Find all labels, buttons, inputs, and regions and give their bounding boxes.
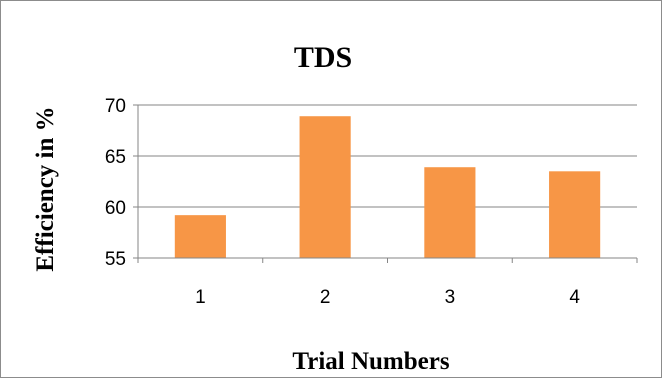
y-tick-label: 60	[105, 198, 126, 219]
x-tick-label: 1	[195, 287, 206, 308]
y-tick-label: 65	[105, 147, 126, 168]
bar-3	[424, 167, 476, 258]
axes	[133, 104, 638, 263]
x-axis-title: Trial Numbers	[292, 348, 449, 375]
y-tick-label: 55	[105, 249, 126, 270]
x-tick-label: 4	[569, 287, 580, 308]
y-tick-label: 70	[105, 96, 126, 117]
bars	[174, 116, 601, 258]
x-tick-label: 2	[320, 287, 331, 308]
x-tick-label: 3	[445, 287, 456, 308]
x-tick-labels: 1 2 3 4	[195, 287, 580, 308]
y-tick-labels: 55 60 65 70	[105, 96, 126, 270]
y-axis-title: Efficiency in %	[32, 106, 59, 271]
bar-1	[174, 215, 226, 258]
bar-4	[549, 171, 601, 258]
chart-title: TDS	[294, 41, 352, 74]
bar-2	[299, 116, 351, 258]
